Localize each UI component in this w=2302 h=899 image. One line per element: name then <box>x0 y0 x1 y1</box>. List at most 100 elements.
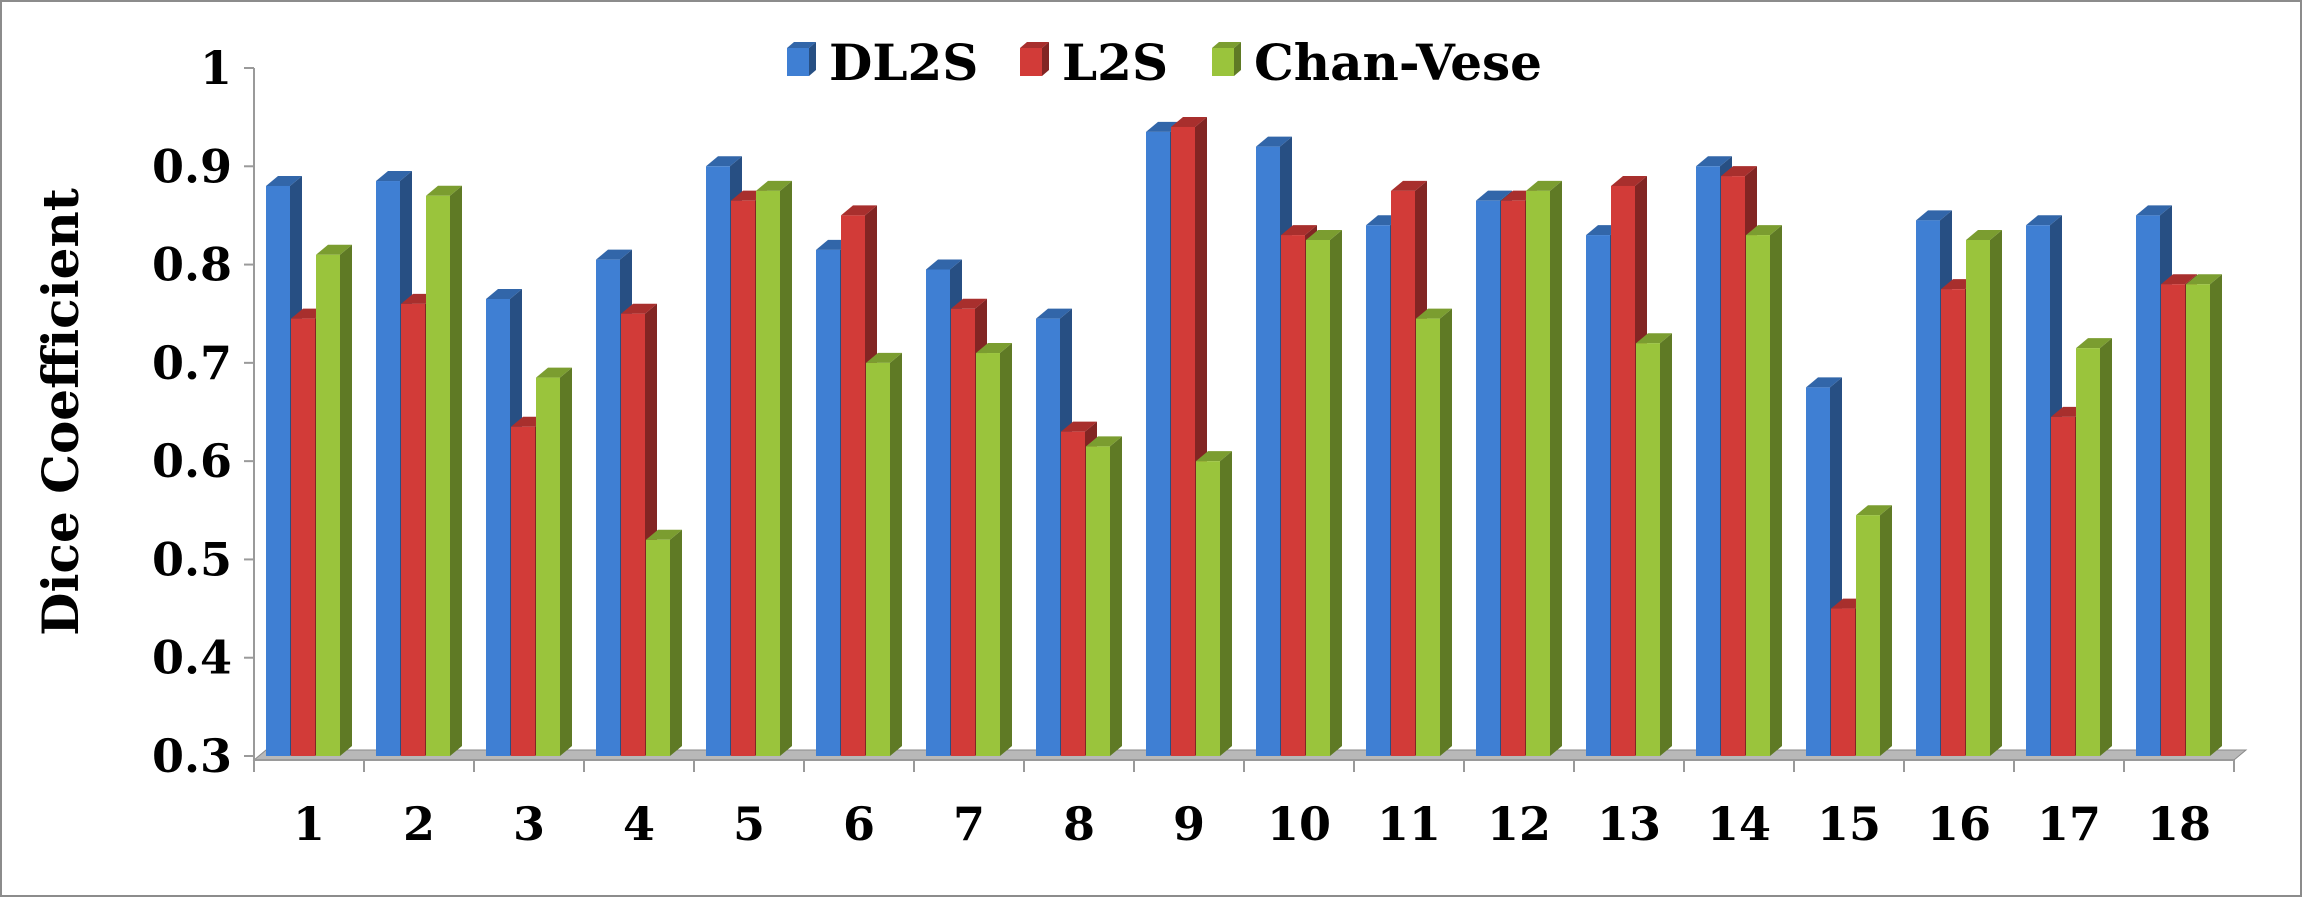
bar-front <box>976 353 1000 756</box>
bar-top <box>706 156 742 167</box>
bar-front <box>291 318 315 756</box>
y-tick-label: 0.5 <box>152 532 232 586</box>
bar-front <box>1526 190 1550 756</box>
bar-front <box>1256 146 1280 757</box>
bar-front <box>596 259 620 756</box>
legend-swatch <box>787 48 809 76</box>
bar-front <box>841 215 865 756</box>
bar-front <box>756 190 780 756</box>
x-tick-label: 14 <box>1707 797 1771 851</box>
bar-side <box>1330 230 1342 756</box>
bar-chan-vese-18 <box>2186 274 2222 756</box>
bar-chan-vese-5 <box>756 180 792 756</box>
bar-front <box>1086 446 1110 756</box>
x-tick-label: 6 <box>843 797 875 851</box>
bar-chan-vese-15 <box>1856 505 1892 756</box>
bar-chan-vese-6 <box>866 352 902 756</box>
bar-top <box>1171 116 1207 127</box>
bar-front <box>1721 176 1745 757</box>
bar-side <box>890 352 902 756</box>
bar-chan-vese-17 <box>2076 338 2112 756</box>
bar-top <box>2161 274 2197 285</box>
bar-top <box>1611 175 1647 186</box>
y-tick-label: 0.8 <box>152 238 232 292</box>
bar-front <box>1196 461 1220 756</box>
bar-front <box>2186 284 2210 756</box>
bar-front <box>1916 220 1940 757</box>
bar-top <box>951 298 987 309</box>
bar-top <box>1696 156 1732 167</box>
bar-chan-vese-11 <box>1416 308 1452 756</box>
bar-front <box>1806 387 1830 756</box>
bar-chan-vese-14 <box>1746 225 1782 757</box>
bar-side <box>1220 451 1232 756</box>
bar-top <box>1256 136 1292 147</box>
bar-front <box>1416 318 1440 756</box>
bar-side <box>340 244 352 756</box>
bar-side <box>450 185 462 756</box>
bar-side <box>670 529 682 756</box>
bar-front <box>1856 515 1880 756</box>
bar-side <box>2210 274 2222 756</box>
bar-top <box>1306 230 1342 240</box>
bar-chan-vese-2 <box>426 185 462 756</box>
bar-top <box>1916 210 1952 221</box>
bar-front <box>316 254 340 756</box>
bar-front <box>816 249 840 757</box>
bar-chan-vese-8 <box>1086 436 1122 756</box>
bar-front <box>1941 289 1965 756</box>
x-tick-label: 8 <box>1063 797 1095 851</box>
bar-top <box>1281 225 1317 236</box>
bar-top <box>1721 166 1757 177</box>
bar-chan-vese-3 <box>536 367 572 756</box>
bar-front <box>1696 166 1720 757</box>
x-tick-label: 2 <box>403 797 435 851</box>
bar-l2s-4 <box>621 303 657 756</box>
bar-top <box>1391 180 1427 191</box>
bar-top <box>486 288 522 299</box>
bar-top <box>1966 230 2002 240</box>
bar-top <box>316 244 352 255</box>
bar-chan-vese-16 <box>1966 230 2002 756</box>
legend-swatch-side <box>809 42 816 76</box>
bar-front <box>1476 200 1500 756</box>
bar-top <box>266 175 302 186</box>
bar-top <box>976 343 1012 354</box>
bar-front <box>486 298 510 756</box>
bar-front <box>1586 235 1610 757</box>
legend-swatch-side <box>1234 42 1241 76</box>
bar-front <box>2161 284 2185 756</box>
x-tick-label: 16 <box>1927 797 1991 851</box>
bar-side <box>1550 180 1562 756</box>
legend-swatch-side <box>1042 42 1049 76</box>
bar-chan-vese-10 <box>1306 230 1342 756</box>
bar-top <box>646 529 682 540</box>
x-tick-label: 9 <box>1173 797 1205 851</box>
bar-top <box>1476 190 1512 201</box>
bar-front <box>706 166 730 757</box>
bar-front <box>426 195 450 756</box>
x-tick-label: 7 <box>953 797 985 851</box>
bar-front <box>951 308 975 756</box>
bar-front <box>1611 185 1635 756</box>
legend-swatch <box>1212 48 1234 76</box>
x-tick-label: 13 <box>1597 797 1661 851</box>
bar-chan-vese-4 <box>646 529 682 756</box>
y-tick-label: 0.6 <box>152 434 232 488</box>
bar-front <box>1966 240 1990 756</box>
bar-top <box>426 185 462 196</box>
bar-top <box>2136 205 2172 216</box>
bar-top <box>2076 338 2112 349</box>
bar-side <box>1110 436 1122 756</box>
legend-swatch-top <box>1212 42 1241 48</box>
x-tick-label: 5 <box>733 797 765 851</box>
x-tick-label: 17 <box>2037 797 2101 851</box>
bar-front <box>1831 608 1855 756</box>
bar-front <box>1366 225 1390 756</box>
x-tick-label: 10 <box>1267 797 1331 851</box>
bar-front <box>1171 126 1195 756</box>
bar-front <box>376 181 400 756</box>
bar-top <box>2026 215 2062 226</box>
bar-front <box>2051 416 2075 756</box>
